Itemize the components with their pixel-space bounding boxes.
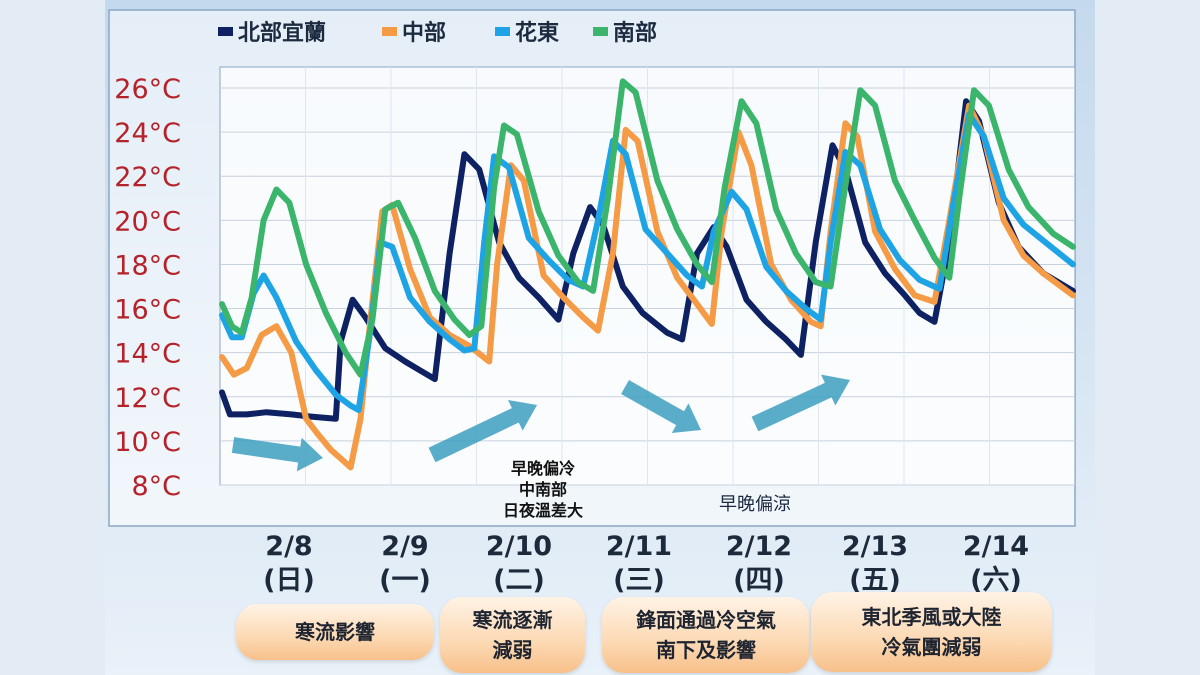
legend-item-2: 花東 — [495, 20, 559, 46]
date-label-2-14: 2/14 (六) — [962, 531, 1030, 596]
annotation-center: 早晚偏冷 中南部 日夜溫差大 — [502, 459, 583, 520]
trend-arrow-4 — [751, 374, 850, 432]
phase-front-passing: 鋒面通過冷空氣 南下及影響 — [602, 597, 810, 673]
legend-label: 花東 — [515, 20, 559, 46]
legend-swatch — [495, 27, 510, 36]
trend-arrow-3 — [621, 380, 701, 433]
y-tick-label: 8°C — [131, 471, 181, 502]
legend-label: 中部 — [402, 20, 446, 46]
y-tick-label: 26°C — [114, 74, 181, 105]
date-label-2-10: 2/10 (二) — [485, 531, 553, 596]
right-margin — [1095, 0, 1200, 675]
y-tick-label: 22°C — [114, 162, 181, 193]
y-tick-label: 16°C — [114, 295, 181, 326]
legend-label: 南部 — [613, 20, 657, 46]
phase-cold-wave: 寒流影響 — [236, 604, 434, 660]
temperature-chart: 26°C 24°C 22°C 20°C 18°C 16°C 14°C 12°C 10°C 8°C 北… — [108, 9, 1076, 527]
legend-label: 北部宜蘭 — [238, 20, 326, 46]
legend-item-1: 中部 — [382, 20, 446, 46]
date-label-2-8: 2/8 (日) — [263, 531, 315, 596]
phase-monsoon-weakening: 東北季風或大陸 冷氣團減弱 — [811, 592, 1052, 672]
series-line-2 — [219, 111, 1076, 413]
legend-swatch — [382, 27, 397, 36]
legend-swatch — [593, 27, 608, 36]
y-tick-label: 14°C — [114, 339, 181, 370]
y-tick-label: 10°C — [114, 427, 181, 458]
chart-panel: 26°C 24°C 22°C 20°C 18°C 16°C 14°C 12°C 10°C 8°C 北… — [105, 0, 1095, 675]
date-label-2-9: 2/9 (一) — [379, 531, 431, 596]
y-tick-label: 24°C — [114, 118, 181, 149]
date-label-2-11: 2/11 (三) — [605, 531, 673, 596]
legend-swatch — [218, 27, 233, 36]
series-line-0 — [219, 98, 1076, 422]
left-margin — [0, 0, 105, 675]
date-label-2-13: 2/13 (五) — [841, 531, 909, 596]
date-label-2-12: 2/12 (四) — [725, 531, 793, 596]
legend-item-0: 北部宜蘭 — [218, 20, 326, 46]
y-tick-label: 18°C — [114, 250, 181, 281]
y-tick-label: 20°C — [114, 206, 181, 237]
series-line-3 — [219, 78, 1076, 378]
phase-weakening: 寒流逐漸 減弱 — [440, 597, 585, 673]
y-tick-label: 12°C — [114, 383, 181, 414]
annotation-right: 早晚偏涼 — [719, 494, 791, 515]
trend-arrow-1 — [231, 437, 323, 472]
trend-arrow-2 — [428, 399, 537, 463]
legend-item-3: 南部 — [593, 20, 657, 46]
series-line-1 — [219, 102, 1076, 471]
